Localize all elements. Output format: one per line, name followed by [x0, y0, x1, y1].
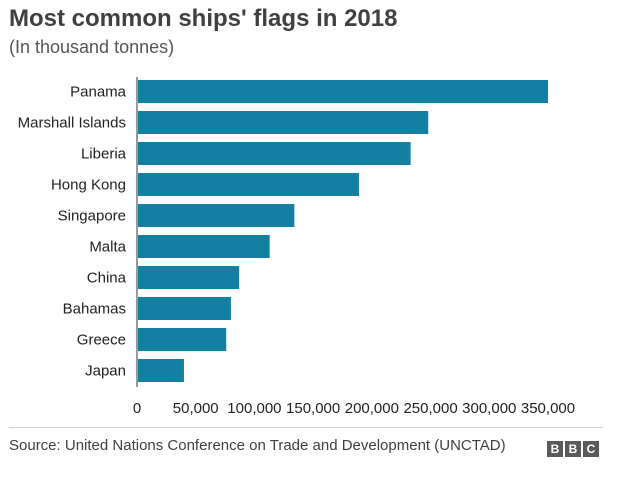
x-tick-label: 350,000 — [521, 400, 575, 417]
category-label: Singapore — [58, 208, 126, 225]
category-label: Japan — [85, 363, 126, 380]
bar-bahamas — [138, 297, 231, 320]
x-tick-label: 50,000 — [173, 400, 219, 417]
chart-title: Most common ships' flags in 2018 — [9, 5, 398, 32]
category-label: Bahamas — [63, 301, 126, 318]
bar-chart: Panama Marshall Islands Liberia Hong Kong Si… — [18, 77, 575, 417]
category-label: Liberia — [81, 146, 127, 163]
x-tick-label: 300,000 — [462, 400, 516, 417]
logo-letter-c: C — [583, 441, 599, 457]
bar-hong-kong — [138, 173, 359, 196]
x-tick-label: 250,000 — [403, 400, 457, 417]
category-label: Panama — [70, 84, 127, 101]
bar-japan — [138, 359, 184, 382]
bar-greece — [138, 328, 227, 351]
bar-panama — [138, 80, 548, 103]
category-label: China — [87, 270, 127, 287]
x-tick-label: 200,000 — [345, 400, 399, 417]
footer-divider — [9, 427, 603, 428]
chart-subtitle: (In thousand tonnes) — [9, 37, 175, 57]
logo-letter-b1: B — [547, 441, 563, 457]
bar-marshall-islands — [138, 111, 429, 134]
category-label: Hong Kong — [51, 177, 126, 194]
x-tick-label: 150,000 — [286, 400, 340, 417]
bar-china — [138, 266, 240, 289]
category-label: Greece — [77, 332, 126, 349]
bar-liberia — [138, 142, 411, 165]
bar-singapore — [138, 204, 295, 227]
bbc-logo: B B C — [547, 441, 599, 457]
source-note: Source: United Nations Conference on Tra… — [9, 437, 506, 454]
category-label: Malta — [89, 239, 126, 256]
category-label: Marshall Islands — [18, 115, 126, 132]
bar-malta — [138, 235, 270, 258]
logo-letter-b2: B — [565, 441, 581, 457]
x-tick-label: 0 — [133, 400, 141, 417]
x-tick-label: 100,000 — [227, 400, 281, 417]
